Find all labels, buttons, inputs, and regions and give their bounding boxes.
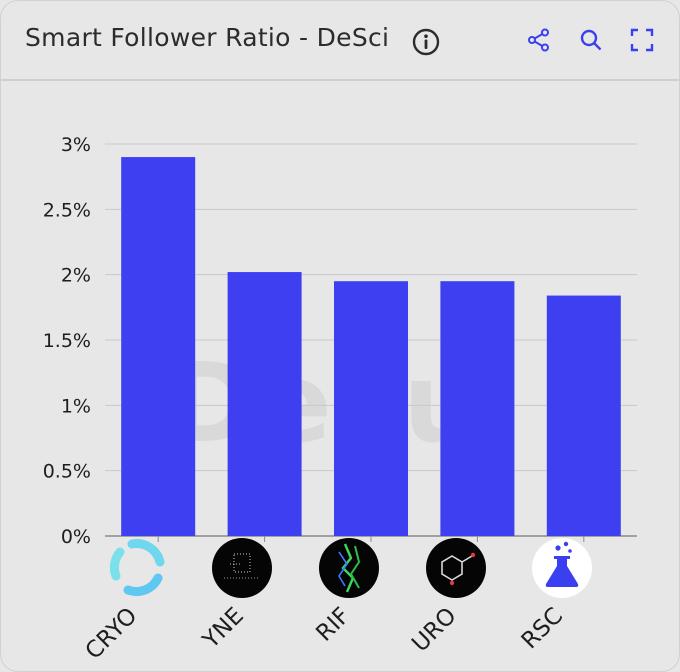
fullscreen-icon[interactable] [629,27,655,53]
bars [121,157,621,542]
bar-rsc[interactable] [546,295,621,536]
x-category-label: RSC [517,603,568,654]
y-tick-label: 0.5% [43,461,91,483]
x-category-label: YNE [197,603,248,654]
y-axis-ticks: 0% 0.5% 1% 1.5% 2% 2.5% 3% [43,134,91,548]
watermark-text: Dexu [166,339,481,467]
bar-yne[interactable] [227,272,302,536]
bar-uro[interactable] [440,281,515,536]
rsc-logo [532,538,592,598]
card-header: Smart Follower Ratio - DeSci [1,1,679,81]
cryo-logo [109,539,165,597]
y-tick-label: 3% [61,134,91,156]
x-category-label: URO [407,603,461,657]
x-axis-labels: CRYO YNE RIF URO RSC [81,603,568,665]
share-nodes-icon[interactable] [526,27,552,53]
y-tick-label: 2.5% [43,199,91,221]
info-circle-icon[interactable] [412,28,440,56]
y-tick-label: 0% [61,526,91,548]
search-icon[interactable] [578,27,604,53]
bar-chart: Dexu 0% 0.5% 1% 1.5% 2% 2.5% 3% [43,134,637,665]
yne-logo [212,538,272,598]
rif-logo [319,538,379,598]
uro-logo [426,538,486,598]
chart-title: Smart Follower Ratio - DeSci [25,23,390,52]
y-tick-label: 2% [61,265,91,287]
bar-rif[interactable] [334,281,408,536]
x-category-label: RIF [311,603,355,647]
y-tick-label: 1% [61,395,91,417]
x-category-label: CRYO [81,603,143,665]
y-tick-label: 1.5% [43,330,91,352]
bar-cryo[interactable] [121,157,196,537]
